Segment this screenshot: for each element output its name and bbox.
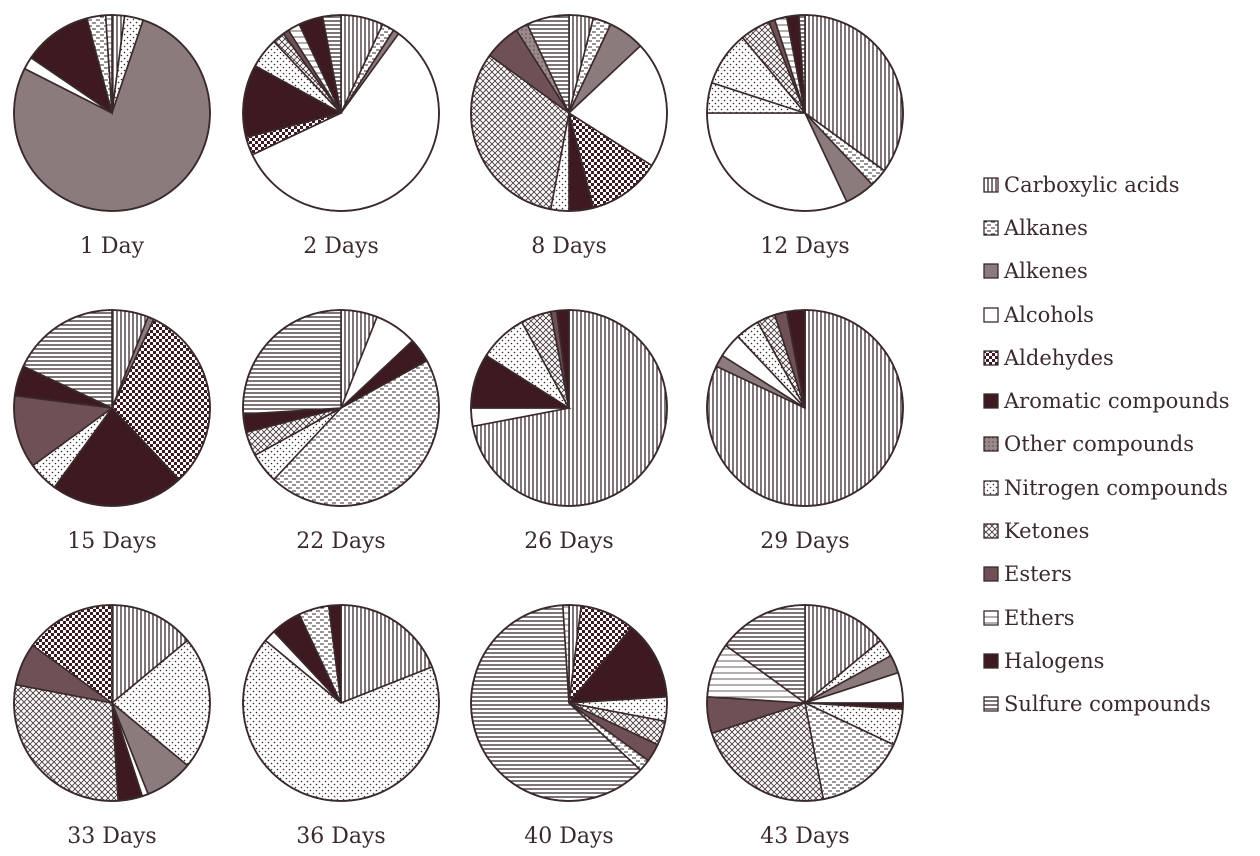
pie-outline xyxy=(706,14,904,212)
legend-label: Other compounds xyxy=(1004,432,1194,457)
pie-outline xyxy=(242,309,440,507)
pie-3: 8 Days xyxy=(470,14,668,259)
legend-label: Nitrogen compounds xyxy=(1004,475,1228,500)
pie-label: 2 Days xyxy=(303,234,378,259)
pie-outline xyxy=(470,309,668,507)
legend-label: Carboxylic acids xyxy=(1004,172,1180,197)
pie-label: 8 Days xyxy=(531,234,606,259)
pie-outline xyxy=(706,309,904,507)
pie-6: 22 Days xyxy=(242,309,440,554)
legend-item-aromatic: Aromatic compounds xyxy=(983,379,1230,422)
legend-item-alkenes: Alkenes xyxy=(983,250,1230,293)
pie-outline xyxy=(242,14,440,212)
pie-outline xyxy=(470,604,668,802)
legend-label: Aromatic compounds xyxy=(1004,389,1230,414)
pie-outline xyxy=(242,604,440,802)
legend-item-ethers: Ethers xyxy=(983,596,1230,639)
pie-outline xyxy=(706,604,904,802)
pie-slice-sulfur xyxy=(242,309,342,415)
legend-item-other: Other compounds xyxy=(983,423,1230,466)
legend-item-sulfur: Sulfure compounds xyxy=(983,683,1230,726)
pie-10: 36 Days xyxy=(242,604,440,849)
pie-1: 1 Day xyxy=(13,14,211,259)
legend-item-aldehydes: Aldehydes xyxy=(983,336,1230,379)
pie-4: 12 Days xyxy=(706,14,904,259)
legend-label: Esters xyxy=(1004,562,1072,587)
legend-swatch xyxy=(983,523,999,539)
legend-swatch xyxy=(983,566,999,582)
legend-swatch xyxy=(983,480,999,496)
legend-label: Alkanes xyxy=(1004,215,1088,240)
legend-label: Ketones xyxy=(1004,519,1090,544)
legend-swatch xyxy=(983,436,999,453)
legend-item-nitrogen: Nitrogen compounds xyxy=(983,466,1230,509)
pie-12: 43 Days xyxy=(706,604,904,849)
pie-label: 43 Days xyxy=(760,824,849,849)
pie-outline xyxy=(13,309,211,507)
legend-swatch xyxy=(983,176,999,193)
pie-label: 15 Days xyxy=(67,529,156,554)
pie-outline xyxy=(13,604,211,802)
pie-label: 26 Days xyxy=(524,529,613,554)
legend-label: Ethers xyxy=(1004,605,1075,630)
legend-item-esters: Esters xyxy=(983,553,1230,596)
pie-label: 1 Day xyxy=(80,234,145,259)
pie-label: 29 Days xyxy=(760,529,849,554)
pie-8: 29 Days xyxy=(706,309,904,554)
pie-5: 15 Days xyxy=(13,309,211,554)
pie-11: 40 Days xyxy=(470,604,668,849)
pie-outline xyxy=(13,14,211,212)
legend-label: Alcohols xyxy=(1004,302,1094,327)
pie-9: 33 Days xyxy=(13,604,211,849)
legend-item-alcohols: Alcohols xyxy=(983,293,1230,336)
legend-swatch xyxy=(983,609,999,626)
legend-swatch xyxy=(983,393,999,409)
pie-label: 40 Days xyxy=(524,824,613,849)
pie-2: 2 Days xyxy=(242,14,440,259)
pie-label: 12 Days xyxy=(760,234,849,259)
pie-label: 22 Days xyxy=(296,529,385,554)
pie-slice-ketones xyxy=(13,683,119,802)
legend-item-halogens: Halogens xyxy=(983,639,1230,682)
pie-7: 26 Days xyxy=(470,309,668,554)
pie-label: 36 Days xyxy=(296,824,385,849)
legend-label: Halogens xyxy=(1004,648,1105,673)
legend-item-carboxylic: Carboxylic acids xyxy=(983,163,1230,206)
legend: Carboxylic acids Alkanes Alkenes Alcohols Al… xyxy=(983,163,1230,726)
legend-item-ketones: Ketones xyxy=(983,509,1230,552)
pie-outline xyxy=(470,14,668,212)
legend-swatch xyxy=(983,653,999,669)
legend-label: Sulfure compounds xyxy=(1004,692,1211,717)
legend-swatch xyxy=(983,306,999,323)
pie-label: 33 Days xyxy=(67,824,156,849)
legend-item-alkanes: Alkanes xyxy=(983,206,1230,249)
legend-swatch xyxy=(983,350,999,366)
legend-label: Alkenes xyxy=(1004,259,1088,284)
legend-swatch xyxy=(983,696,999,712)
legend-swatch xyxy=(983,263,999,279)
legend-label: Aldehydes xyxy=(1004,345,1114,370)
legend-swatch xyxy=(983,220,999,236)
